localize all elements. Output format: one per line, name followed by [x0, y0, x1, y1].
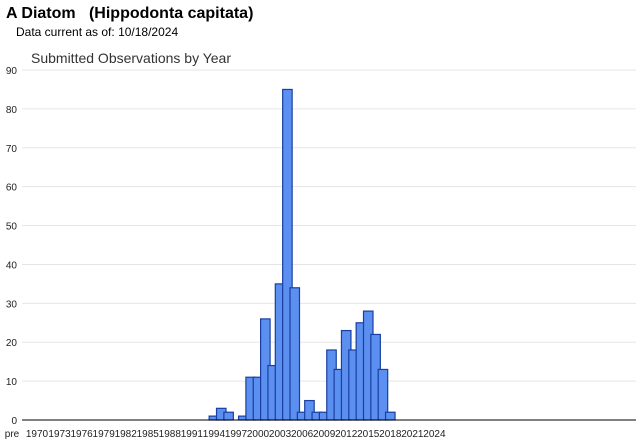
x-tick-label-2018: 2018 — [379, 429, 402, 440]
x-tick-label-1988: 1988 — [159, 429, 182, 440]
y-tick-label-0: 0 — [11, 416, 17, 427]
data-current-line: Data current as of: 10/18/2024 — [16, 25, 178, 39]
bar-2018 — [384, 411, 396, 421]
data-current-date: 10/18/2024 — [118, 25, 179, 39]
x-tick-label-2009: 2009 — [313, 429, 336, 440]
x-tick-label-1997: 1997 — [225, 429, 248, 440]
x-tick-label-1982: 1982 — [115, 429, 138, 440]
x-tick-label-1994: 1994 — [203, 429, 226, 440]
y-tick-label-20: 20 — [6, 338, 18, 349]
x-tick-label-1976: 1976 — [70, 429, 93, 440]
x-tick-label-1991: 1991 — [181, 429, 204, 440]
x-tick-label-pre: pre — [5, 429, 20, 440]
x-tick-label-2006: 2006 — [291, 429, 314, 440]
y-tick-label-50: 50 — [6, 222, 18, 233]
y-tick-label-10: 10 — [6, 377, 18, 388]
x-tick-label-1979: 1979 — [93, 429, 116, 440]
y-tick-label-40: 40 — [6, 260, 18, 271]
x-tick-label-1970: 1970 — [26, 429, 49, 440]
y-tick-label-60: 60 — [6, 183, 18, 194]
species-title: A Diatom (Hippodonta capitata) — [6, 5, 254, 22]
x-tick-label-2012: 2012 — [335, 429, 358, 440]
chart-title: Submitted Observations by Year — [31, 50, 231, 66]
x-tick-label-2024: 2024 — [423, 429, 446, 440]
x-tick-label-1985: 1985 — [137, 429, 160, 440]
x-tick-label-2015: 2015 — [357, 429, 380, 440]
y-tick-label-90: 90 — [6, 66, 18, 77]
y-tick-label-30: 30 — [6, 299, 18, 310]
x-tick-label-2000: 2000 — [247, 429, 270, 440]
data-current-label: Data current as of: — [16, 25, 115, 39]
x-tick-label-2021: 2021 — [401, 429, 424, 440]
x-tick-label-1973: 1973 — [48, 429, 71, 440]
y-tick-label-80: 80 — [6, 105, 18, 116]
bar-1996 — [223, 411, 234, 421]
header: A Diatom (Hippodonta capitata) — [6, 4, 253, 24]
y-tick-label-70: 70 — [6, 144, 18, 155]
x-tick-label-2003: 2003 — [269, 429, 292, 440]
bar-2005 — [289, 287, 301, 421]
